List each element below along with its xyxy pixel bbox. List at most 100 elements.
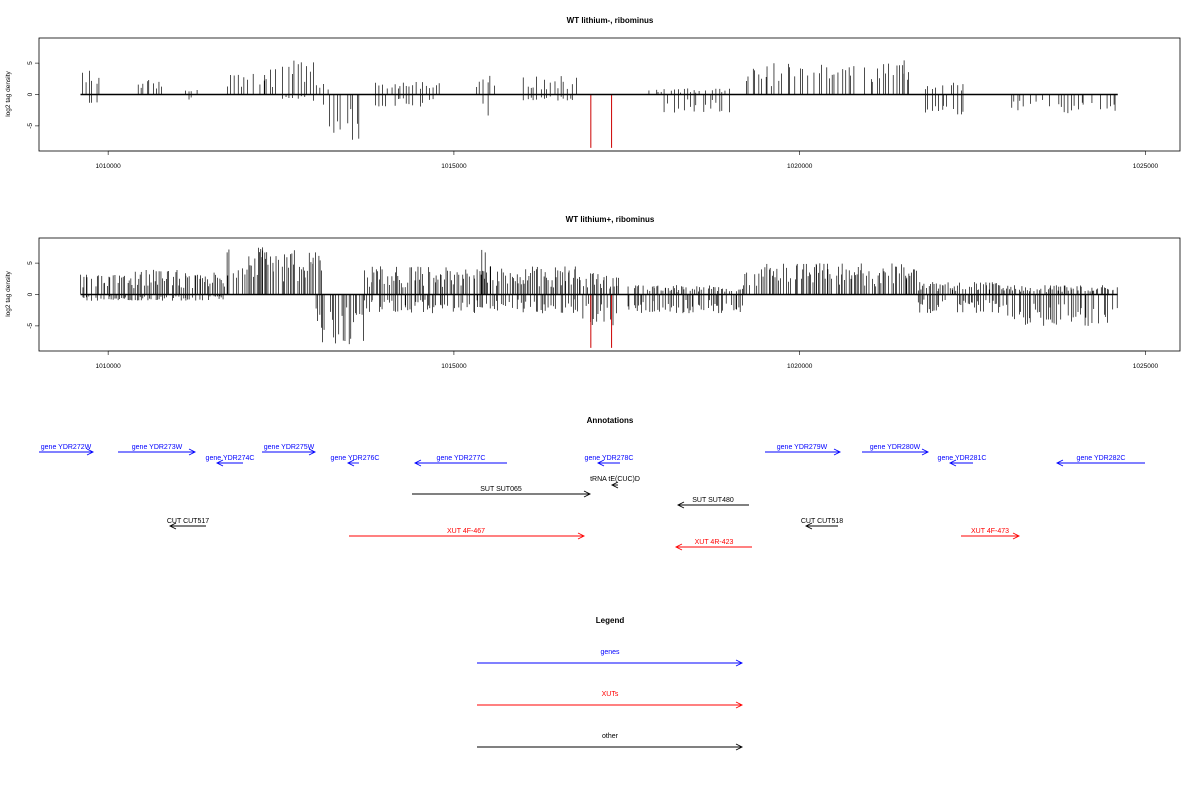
feature-label: tRNA tE(CUC)D [590,476,640,483]
feature-arrow: gene YDR278C [585,455,634,467]
legend-items: genes XUTs other [477,649,744,751]
feature-arrow: XUT 4F-473 [961,528,1021,540]
arrow-head [676,501,685,509]
legend-entry: other [477,733,744,751]
x-tick-label: 1010000 [95,363,121,370]
feature-arrow: SUT SUT480 [676,497,749,509]
arrow-head [596,459,605,467]
highlight-bars [590,294,613,348]
feature-label: gene YDR279W [777,444,828,451]
signal-bars [80,247,1118,345]
highlight-bars [590,94,613,148]
feature-list: gene YDR272W gene YDR273W gene YDR274C gene… [39,444,1145,551]
feature-label: SUT SUT065 [480,486,522,493]
x-tick-label: 1025000 [1133,363,1159,370]
y-tick-label: 0 [27,292,34,296]
y-tick-label: 5 [27,61,34,65]
feature-label: XUT 4R-423 [695,539,734,546]
feature-label: CUT CUT517 [167,518,209,525]
feature-label: gene YDR274C [206,455,255,462]
arrow-head [168,522,177,530]
y-tick-label: -5 [27,123,34,129]
arrow-head [1055,459,1064,467]
arrow-head [308,448,317,456]
legend-label: other [602,733,619,740]
x-tick-label: 1015000 [441,363,467,370]
arrow-head [413,459,422,467]
feature-label: gene YDR278C [585,455,634,462]
feature-label: gene YDR280W [870,444,921,451]
arrow-head [346,459,355,467]
arrow-head [215,459,224,467]
arrow-head [188,448,197,456]
feature-arrow: XUT 4F-467 [349,528,586,540]
feature-arrow: gene YDR275W [262,444,317,456]
arrow-head [610,481,619,489]
feature-label: SUT SUT480 [692,497,734,504]
arrow-head [674,543,683,551]
y-axis: 5 0 -5 [27,61,40,129]
track-panel-lithium-plus: WT lithium+, ribominus log2 tag density … [5,215,1181,370]
arrow-head [86,448,95,456]
feature-label: XUT 4F-467 [447,528,485,535]
feature-arrow: SUT SUT065 [412,486,592,498]
feature-arrow: gene YDR281C [938,455,987,467]
track-panel-lithium-minus: WT lithium-, ribominus log2 tag density … [5,16,1181,170]
x-tick-label: 1020000 [787,163,813,170]
arrow-head [735,659,744,667]
arrow-head [735,743,744,751]
legend: Legend genes XUTs other [477,616,744,751]
feature-arrow: CUT CUT518 [801,518,843,530]
feature-label: gene YDR272W [41,444,92,451]
arrow-head [735,701,744,709]
feature-arrow: CUT CUT517 [167,518,209,530]
arrow-head [921,448,930,456]
feature-arrow: gene YDR279W [765,444,842,456]
y-tick-label: 0 [27,92,34,96]
legend-label: genes [600,649,620,656]
feature-arrow: gene YDR274C [206,455,255,467]
legend-title: Legend [596,616,625,625]
feature-arrow: gene YDR277C [413,455,507,467]
feature-label: CUT CUT518 [801,518,843,525]
y-axis: 5 0 -5 [27,261,40,329]
feature-label: XUT 4F-473 [971,528,1009,535]
feature-label: gene YDR276C [331,455,380,462]
feature-arrow: gene YDR273W [118,444,197,456]
signal-bars [82,60,1116,140]
panel-title: WT lithium+, ribominus [566,215,655,224]
feature-label: gene YDR281C [938,455,987,462]
y-tick-label: -5 [27,323,34,329]
feature-label: gene YDR277C [437,455,486,462]
x-tick-label: 1025000 [1133,163,1159,170]
feature-label: gene YDR282C [1077,455,1126,462]
arrow-head [948,459,957,467]
legend-entry: XUTs [477,691,744,709]
x-axis: 1010000 1015000 1020000 1025000 [95,150,1159,170]
feature-arrow: gene YDR280W [862,444,930,456]
feature-arrow: XUT 4R-423 [674,539,752,551]
feature-arrow: tRNA tE(CUC)D [590,476,640,489]
feature-label: gene YDR273W [132,444,183,451]
y-tick-label: 5 [27,261,34,265]
feature-arrow: gene YDR276C [331,455,380,467]
x-tick-label: 1015000 [441,163,467,170]
x-tick-label: 1020000 [787,363,813,370]
y-axis-label: log2 tag density [5,70,12,116]
legend-label: XUTs [602,691,619,698]
feature-label: gene YDR275W [264,444,315,451]
annotations-title: Annotations [587,416,634,425]
annotations-track: Annotations gene YDR272W gene YDR273Wgene… [39,416,1145,551]
arrow-head [804,522,813,530]
x-axis: 1010000 1015000 1020000 1025000 [95,350,1159,370]
arrow-head [583,490,592,498]
panel-title: WT lithium-, ribominus [567,16,654,25]
legend-entry: genes [477,649,744,667]
arrow-head [577,532,586,540]
arrow-head [1012,532,1021,540]
x-tick-label: 1010000 [95,163,121,170]
arrow-head [833,448,842,456]
y-axis-label: log2 tag density [5,270,12,316]
